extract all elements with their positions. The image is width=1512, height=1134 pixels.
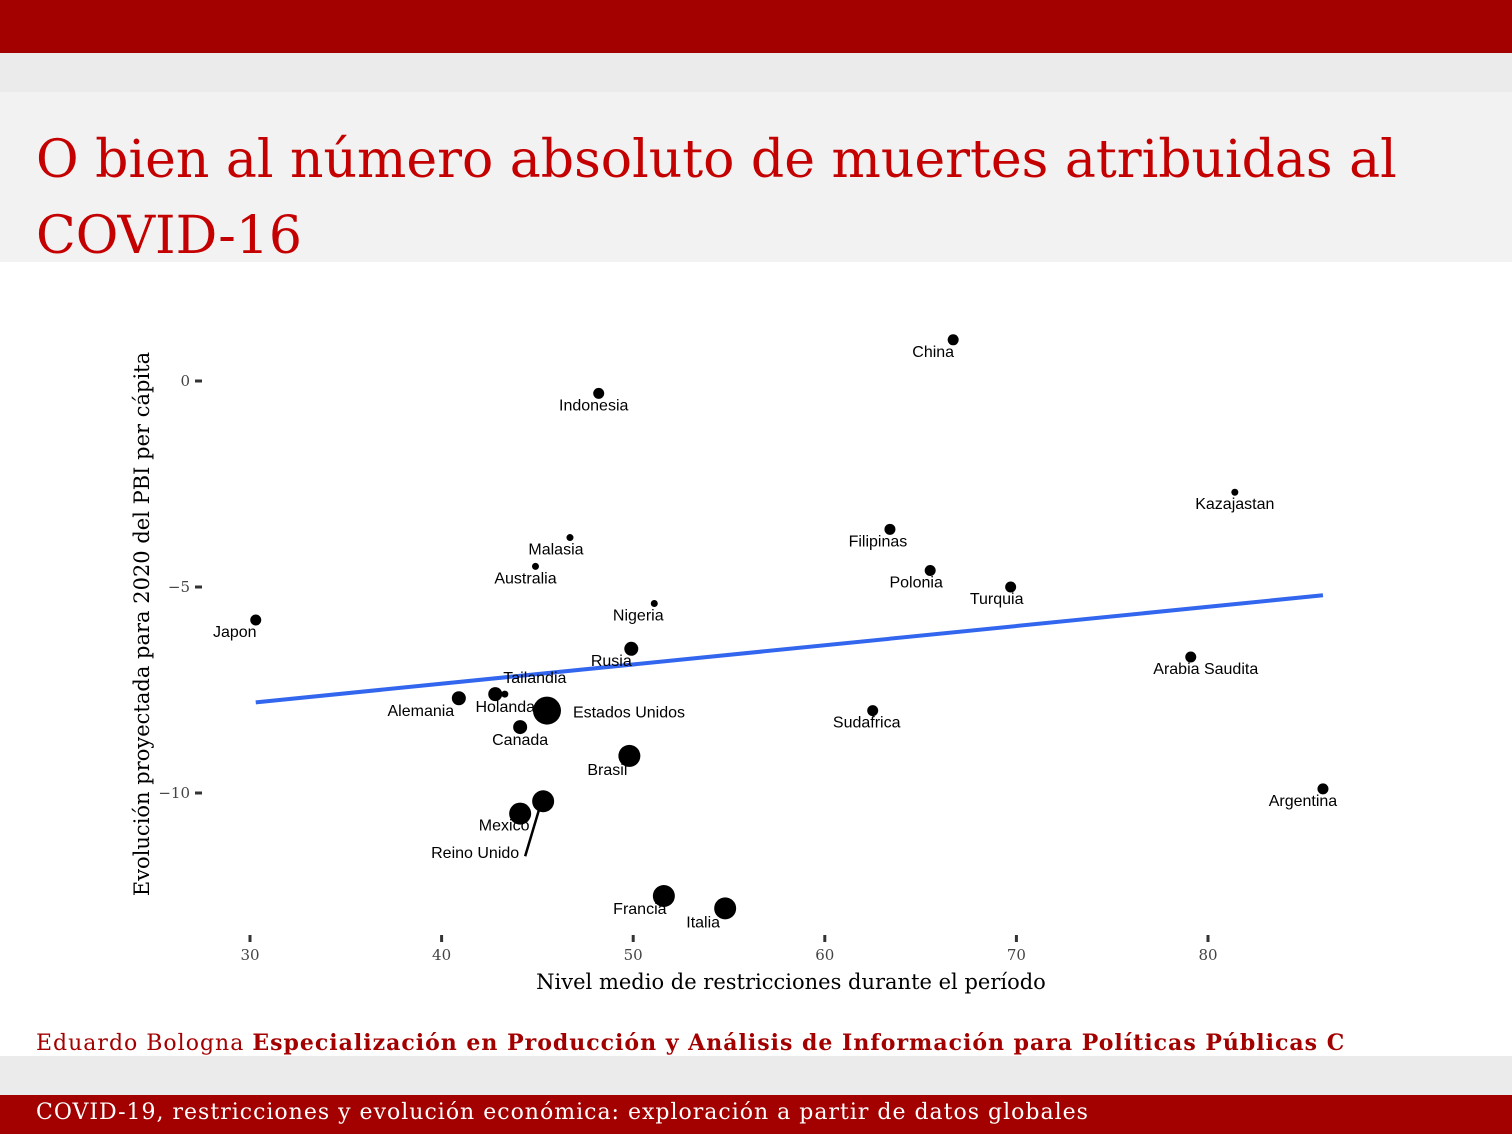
label-australia: Australia (494, 570, 556, 587)
footer-author: Eduardo Bologna (36, 1031, 245, 1056)
point-nigeria (650, 599, 658, 607)
footer-bar (0, 1095, 1512, 1134)
fit-line (255, 593, 1324, 705)
label-holanda: Holanda (475, 699, 535, 716)
label-brasil: Brasil (587, 762, 627, 779)
label-polonia: Polonia (889, 575, 942, 592)
point-argentina (1317, 783, 1329, 795)
x-axis: 30 40 50 60 70 80 (240, 935, 1218, 964)
footer-citation: Eduardo Bologna Especialización en Produ… (36, 1030, 1512, 1064)
label-mexico: Mexico (479, 818, 530, 835)
point-canada (513, 720, 528, 735)
point-polonia (924, 565, 936, 577)
point-reino-unido (532, 790, 555, 813)
point-sudafrica (867, 705, 879, 717)
y-tick-label: −10 (158, 784, 190, 802)
footer-course: Especialización en Producción y Análisis… (252, 1030, 1346, 1056)
point-alemania (451, 691, 466, 706)
label-estados-unidos: Estados Unidos (573, 705, 685, 722)
point-malasia (566, 534, 574, 542)
label-argentina: Argentina (1269, 793, 1338, 810)
header-bar (0, 0, 1512, 53)
point-kazajastan (1231, 488, 1239, 496)
footer-strip (0, 1056, 1512, 1095)
point-japon (250, 614, 262, 626)
point-australia (531, 562, 539, 570)
label-arabia-saudita: Arabia Saudita (1153, 661, 1258, 678)
x-axis-label: Nivel medio de restricciones durante el … (536, 970, 1046, 994)
label-italia: Italia (686, 914, 720, 931)
y-axis: 0 −5 −10 (158, 372, 202, 802)
point-mexico (509, 802, 532, 825)
point-holanda (488, 687, 503, 702)
label-kazajastan: Kazajastan (1195, 496, 1274, 513)
x-tick-label: 50 (624, 946, 643, 964)
label-tailandia: Tailandia (503, 670, 566, 687)
x-tick-label: 40 (432, 946, 451, 964)
leader-line (523, 808, 541, 857)
point-labels-group: China Indonesia Kazajastan Filipinas Malasia… (213, 344, 1337, 932)
point-brasil (618, 744, 641, 767)
point-tailandia (501, 690, 509, 698)
label-canada: Canada (492, 732, 548, 749)
x-tick-label: 80 (1198, 946, 1217, 964)
point-china (947, 334, 959, 346)
y-axis-label: Evolución proyectada para 2020 del PBI p… (130, 352, 154, 896)
label-alemania: Alemania (387, 703, 454, 720)
x-tick-label: 60 (815, 946, 834, 964)
footer-presentation-title: COVID-19, restricciones y evolución econ… (36, 1100, 1089, 1125)
label-francia: Francia (613, 901, 666, 918)
point-rusia (624, 641, 639, 656)
x-tick-label: 70 (1007, 946, 1026, 964)
y-tick-label: 0 (180, 372, 190, 390)
point-estados-unidos (532, 696, 561, 725)
x-tick-label: 30 (240, 946, 259, 964)
points-group (250, 334, 1329, 920)
label-malasia: Malasia (528, 542, 583, 559)
label-japon: Japon (213, 624, 257, 641)
title-box (0, 92, 1512, 262)
header-strip (0, 53, 1512, 92)
y-tick-label: −5 (168, 578, 190, 596)
slide-title: O bien al número absoluto de muertes atr… (36, 130, 1397, 266)
fit-line-group (255, 593, 1324, 705)
point-italia (714, 897, 737, 920)
label-sudafrica: Sudafrica (833, 715, 901, 732)
point-indonesia (593, 387, 605, 399)
point-turquia (1005, 581, 1017, 593)
label-china: China (912, 344, 954, 361)
point-arabia-saudita (1185, 651, 1197, 663)
label-rusia: Rusia (591, 653, 632, 670)
label-nigeria: Nigeria (613, 607, 664, 624)
label-filipinas: Filipinas (849, 533, 908, 550)
label-turquia: Turquia (970, 591, 1024, 608)
point-filipinas (884, 523, 896, 535)
point-francia (652, 885, 675, 907)
scatter-chart: 0 −5 −10 30 40 50 60 70 80 China Indonesia Kazaja… (130, 334, 1337, 994)
label-indonesia: Indonesia (559, 397, 628, 414)
label-reino-unido: Reino Unido (431, 845, 519, 862)
